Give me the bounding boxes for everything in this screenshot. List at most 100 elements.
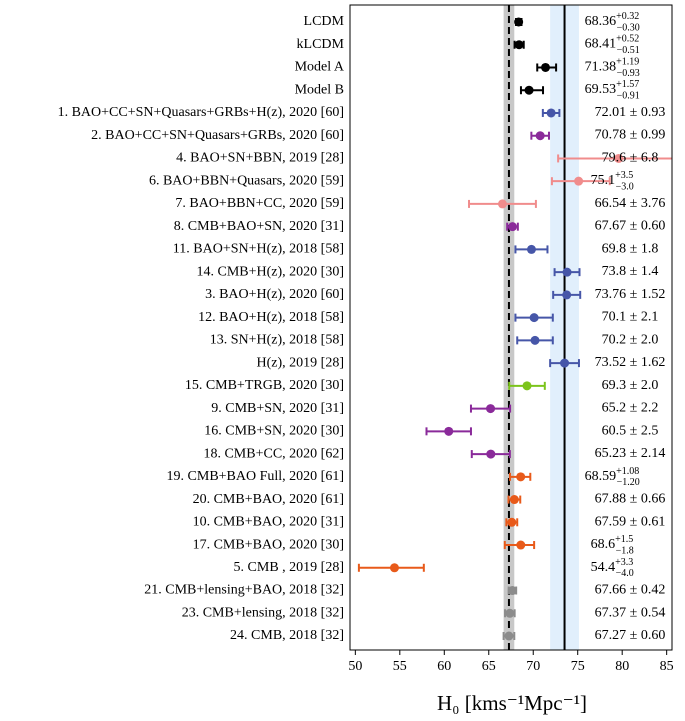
value-label: 60.5 ± 2.5: [602, 424, 659, 439]
value-label: 70.2 ± 2.0: [602, 333, 659, 348]
x-tick-label: 85: [660, 659, 674, 674]
value-label: 69.3 ± 2.0: [602, 378, 659, 393]
value-label-main: 73.52 ± 1.62: [595, 355, 666, 370]
x-tick-label: 75: [571, 659, 585, 674]
x-tick-label: 55: [393, 659, 407, 674]
row-label: 23. CMB+lensing, 2018 [32]: [182, 605, 344, 620]
value-label-main: 71.38: [585, 60, 617, 75]
value-label: 65.2 ± 2.2: [602, 401, 659, 416]
row-label: 16. CMB+SN, 2020 [30]: [204, 424, 344, 439]
x-tick-label: 65: [482, 659, 496, 674]
row-label: 20. CMB+BAO, 2020 [61]: [193, 492, 344, 507]
value-label-main: 69.53: [585, 82, 617, 97]
point: [497, 199, 507, 209]
value-label-sub: −0.91: [617, 91, 640, 102]
point: [614, 153, 624, 163]
point: [504, 631, 514, 641]
row-label: Model A: [295, 60, 345, 75]
value-label: 65.23 ± 2.14: [595, 446, 666, 461]
point: [389, 563, 399, 573]
point: [507, 586, 517, 596]
value-label-sup: +0.52: [616, 34, 639, 45]
row-label: 11. BAO+SN+H(z), 2018 [58]: [173, 242, 344, 257]
value-label-main: 67.37 ± 0.54: [595, 605, 666, 620]
value-label-main: 69.3 ± 2.0: [602, 378, 659, 393]
value-label-main: 68.36: [585, 14, 617, 29]
value-label: 73.76 ± 1.52: [595, 287, 666, 302]
row-label: 13. SN+H(z), 2018 [58]: [210, 333, 344, 348]
value-label-sub: −0.51: [617, 45, 640, 56]
point: [508, 222, 518, 232]
x-tick-label: 50: [348, 659, 362, 674]
point: [526, 244, 536, 254]
value-label-main: 72.01 ± 0.93: [595, 105, 666, 120]
row-label: 4. BAO+SN+BBN, 2019 [28]: [176, 151, 344, 166]
row-label: 10. CMB+BAO, 2020 [31]: [193, 515, 344, 530]
value-label-main: 67.88 ± 0.66: [595, 492, 666, 507]
value-label-sup: +3.5: [615, 170, 633, 181]
point: [486, 404, 496, 414]
value-label: 67.88 ± 0.66: [595, 492, 666, 507]
row-label: 14. CMB+H(z), 2020 [30]: [197, 264, 345, 279]
value-label-sub: −1.8: [616, 545, 634, 556]
row-label: kLCDM: [297, 37, 345, 52]
value-label-main: 67.59 ± 0.61: [595, 515, 666, 530]
row-label: 19. CMB+BAO Full, 2020 [61]: [167, 469, 344, 484]
value-label: 72.01 ± 0.93: [595, 105, 666, 120]
value-label: 70.78 ± 0.99: [595, 128, 666, 143]
row-label: 18. CMB+CC, 2020 [62]: [203, 446, 344, 461]
value-label: 70.1 ± 2.1: [602, 310, 659, 325]
row-label: 7. BAO+BBN+CC, 2020 [59]: [175, 196, 344, 211]
row-label: 5. CMB , 2019 [28]: [234, 560, 344, 575]
point: [562, 290, 572, 300]
value-label: 67.27 ± 0.60: [595, 628, 666, 643]
row-label: 15. CMB+TRGB, 2020 [30]: [185, 378, 344, 393]
point: [514, 17, 524, 27]
value-label-main: 67.67 ± 0.60: [595, 219, 666, 234]
value-label-main: 75.1: [591, 173, 616, 188]
value-label-main: 54.4: [591, 560, 616, 575]
row-label: 2. BAO+CC+SN+Quasars+GRBs, 2020 [60]: [91, 128, 344, 143]
row-label: 17. CMB+BAO, 2020 [30]: [193, 537, 344, 552]
point: [514, 40, 524, 50]
point: [522, 381, 532, 391]
x-tick-label: 60: [437, 659, 451, 674]
value-label-sub: −3.0: [616, 181, 634, 192]
value-label: 75.1+3.5: [591, 170, 634, 188]
value-label-main: 70.78 ± 0.99: [595, 128, 666, 143]
plot-frame: [349, 4, 673, 651]
x-axis-label: H₀ [kms⁻¹Mpc⁻¹]: [437, 691, 587, 715]
value-label-main: 68.59: [585, 469, 617, 484]
value-label: 73.8 ± 1.4: [602, 264, 659, 279]
row-label: Model B: [295, 82, 344, 97]
value-label: 69.8 ± 1.8: [602, 242, 659, 257]
point: [530, 335, 540, 345]
value-label-main: 67.27 ± 0.60: [595, 628, 666, 643]
value-label-main: 65.23 ± 2.14: [595, 446, 666, 461]
point: [535, 131, 545, 141]
value-label: 79.6 ± 6.8: [602, 151, 659, 166]
value-label: 69.53+1.57: [585, 80, 640, 98]
value-label: 54.4+3.3: [591, 557, 634, 575]
row-label: LCDM: [304, 14, 345, 29]
value-label: 68.59+1.08: [585, 466, 640, 484]
value-label-sub: −0.30: [617, 22, 640, 33]
value-label-main: 73.76 ± 1.52: [595, 287, 666, 302]
row-label: 21. CMB+lensing+BAO, 2018 [32]: [144, 583, 344, 598]
point: [516, 472, 526, 482]
value-label-main: 79.6 ± 6.8: [602, 151, 659, 166]
value-label-sub: −4.0: [616, 568, 634, 579]
value-label-main: 65.2 ± 2.2: [602, 401, 659, 416]
value-label: 67.67 ± 0.60: [595, 219, 666, 234]
value-label-main: 68.41: [585, 37, 617, 52]
x-tick-label: 80: [615, 659, 629, 674]
x-tick-label: 70: [526, 659, 540, 674]
value-label: 67.59 ± 0.61: [595, 515, 666, 530]
point: [444, 426, 454, 436]
value-label-sup: +1.57: [616, 80, 639, 91]
value-label-sup: +1.5: [615, 534, 633, 545]
row-label: 3. BAO+H(z), 2020 [60]: [205, 287, 344, 302]
row-label: 6. BAO+BBN+Quasars, 2020 [59]: [149, 173, 344, 188]
value-label-main: 68.6: [591, 537, 616, 552]
point: [505, 608, 515, 618]
